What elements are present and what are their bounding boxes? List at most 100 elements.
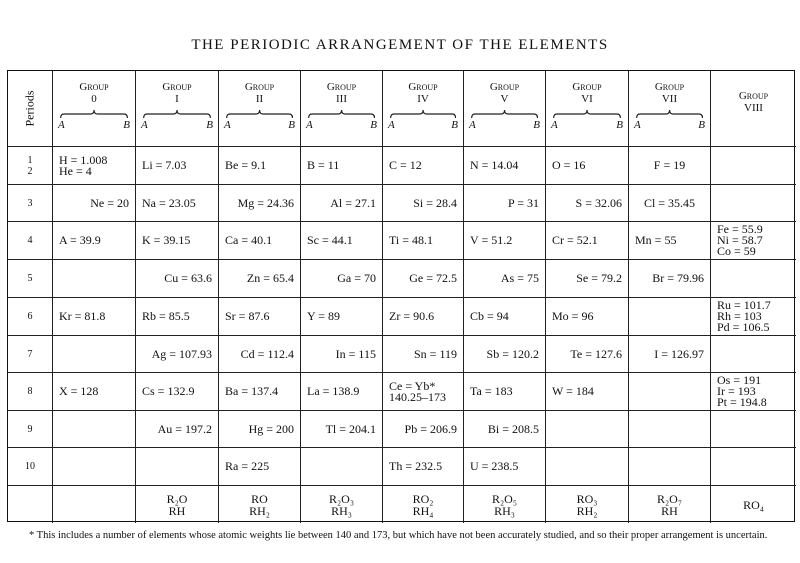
element-cell: Sb = 120.2	[464, 336, 546, 373]
element-entry: Ta = 183	[470, 384, 513, 398]
formula-cell: RO RH₂	[219, 486, 301, 523]
group-number: V	[500, 93, 509, 105]
element-cell	[629, 448, 711, 486]
element-entry: La = 138.9	[307, 384, 360, 398]
element-entry: Sn = 119	[414, 346, 457, 361]
element-entry: Se = 79.2	[576, 271, 622, 285]
element-entry: Pd = 106.5	[717, 320, 770, 334]
group-word: Group	[326, 81, 357, 93]
group-number: III	[336, 93, 347, 105]
element-entry: Rb = 85.5	[142, 309, 190, 323]
formula-cell: R₂O₇ RH	[629, 486, 711, 523]
element-entry: Sc = 44.1	[307, 233, 353, 247]
element-cell: Sc = 44.1	[301, 222, 383, 260]
element-entry: Cl = 35.45	[643, 195, 696, 210]
group-header-V: Group V A B	[464, 71, 546, 147]
group-header-VII: Group VII A B	[629, 71, 711, 147]
element-cell: Mg = 24.36	[219, 185, 301, 222]
element-cell: Cl = 35.45	[629, 185, 711, 222]
oxide-hydride-formula: RH₂	[249, 503, 270, 518]
oxide-hydride-formula: RH₃	[331, 503, 352, 518]
element-entry: O = 16	[552, 158, 586, 172]
element-cell: Cb = 94	[464, 298, 546, 336]
subgroup-a: A	[551, 119, 558, 131]
group-header-IV: Group IV A B	[383, 71, 464, 147]
element-entry: Mo = 96	[552, 309, 594, 323]
period-number: 5	[27, 273, 33, 284]
periodic-table: Periods Group 0 A B Group I A B Group II A B Group III…	[7, 70, 796, 523]
element-cell: Pb = 206.9	[383, 411, 464, 448]
brace	[143, 109, 211, 119]
element-entry: Br = 79.96	[652, 271, 704, 285]
element-cell: I = 126.97	[629, 336, 711, 373]
period-number: 1	[27, 154, 33, 166]
period-number: 2	[27, 165, 33, 177]
element-entry: H = 1.008	[59, 152, 108, 167]
element-entry: Hg = 200	[248, 421, 294, 436]
period-cell: 9	[8, 411, 53, 448]
oxide-hydride-formula: RO₃	[576, 491, 598, 506]
element-cell: Mo = 96	[546, 298, 629, 336]
element-cell	[546, 411, 629, 448]
element-entry: Ba = 137.4	[225, 384, 279, 398]
period-number: 3	[27, 197, 33, 209]
element-cell: Zr = 90.6	[383, 298, 464, 336]
group-header-VI: Group VI A B	[546, 71, 629, 147]
element-cell: B = 11	[301, 147, 383, 185]
period-cell: 4	[8, 222, 53, 260]
formula-cell: R₂O₃ RH₃	[301, 486, 383, 523]
formula-cell: R₂O RH	[136, 486, 219, 523]
period-cell: 10	[8, 448, 53, 486]
period-number: 6	[27, 311, 33, 322]
element-cell: Ag = 107.93	[136, 336, 219, 373]
subgroup-b: B	[123, 119, 130, 131]
brace	[636, 109, 703, 119]
element-entry: F = 19	[653, 158, 686, 172]
element-entry: Ni = 58.7	[717, 233, 763, 247]
element-entry: Si = 28.4	[413, 195, 457, 210]
element-entry: Th = 232.5	[389, 459, 443, 473]
group-number: VII	[661, 93, 678, 105]
period-number: 7	[27, 348, 33, 360]
brace	[60, 109, 128, 119]
element-entry: Sr = 87.6	[225, 309, 270, 323]
period-cell: 6	[8, 298, 53, 336]
element-entry: Al = 27.1	[330, 195, 376, 210]
element-entry: Na = 23.05	[142, 195, 196, 210]
element-cell: Th = 232.5	[383, 448, 464, 486]
element-entry: C = 12	[389, 158, 422, 172]
element-entry: 140.25–173	[389, 389, 446, 404]
element-cell: Se = 79.2	[546, 260, 629, 298]
group-word: Group	[654, 81, 685, 93]
element-entry: S = 32.06	[575, 195, 622, 210]
period-number: 9	[27, 423, 33, 435]
oxide-hydride-formula: RH	[661, 503, 678, 518]
element-entry: Zn = 65.4	[246, 271, 294, 285]
periods-header: Periods	[8, 71, 53, 147]
element-entry: Ga = 70	[337, 271, 376, 285]
element-entry: Mg = 24.36	[237, 195, 294, 210]
subgroup-a: A	[634, 119, 641, 131]
element-cell: Te = 127.6	[546, 336, 629, 373]
formula-cell: R₂O₅ RH₃	[464, 486, 546, 523]
element-cell: Ra = 225	[219, 448, 301, 486]
element-cell: Ba = 137.4	[219, 373, 301, 411]
element-entry: B = 11	[307, 158, 340, 172]
element-cell: P = 31	[464, 185, 546, 222]
element-entry: U = 238.5	[470, 459, 519, 473]
brace	[553, 109, 621, 119]
period-cell: 7	[8, 336, 53, 373]
element-cell: H = 1.008 He = 4	[53, 147, 136, 185]
element-cell	[546, 448, 629, 486]
element-cell: A = 39.9	[53, 222, 136, 260]
page-title: THE PERIODIC ARRANGEMENT OF THE ELEMENTS	[191, 37, 609, 53]
element-cell: Ne = 20	[53, 185, 136, 222]
element-entry: Ge = 72.5	[409, 271, 457, 285]
element-cell: N = 14.04	[464, 147, 546, 185]
element-entry: Cd = 112.4	[240, 346, 294, 361]
element-cell: Cu = 63.6	[136, 260, 219, 298]
